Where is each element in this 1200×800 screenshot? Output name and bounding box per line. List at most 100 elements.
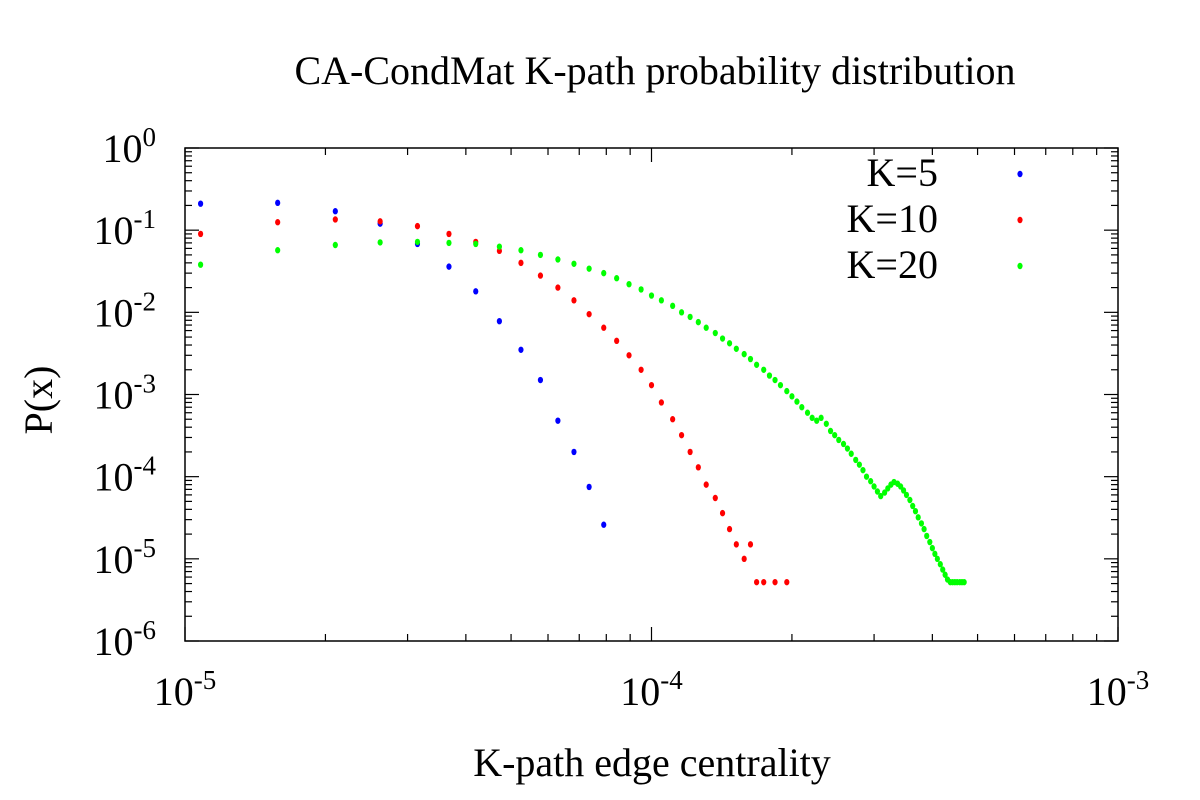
data-point [414,238,421,246]
y-tick-label: 10-1 [94,204,157,253]
data-point [921,525,927,533]
data-point [695,318,701,326]
data-point [638,366,644,373]
data-point [863,473,870,480]
data-point [741,555,747,563]
data-point [275,199,281,207]
data-point [518,247,524,254]
data-point [733,541,739,548]
y-tick-label: 10-5 [94,533,157,582]
data-point [915,514,921,521]
data-point [571,297,577,304]
data-points [197,199,967,586]
data-point [687,313,693,321]
data-point [794,398,800,405]
data-point [446,230,452,238]
data-point [910,502,916,510]
data-point [377,239,383,246]
x-tick-label: 10-3 [1087,665,1150,714]
axis-ticks [184,147,1119,642]
data-point [586,483,592,491]
data-point [614,337,620,345]
y-axis-label: P(x) [16,366,61,435]
data-point [648,381,655,389]
data-point [555,284,561,291]
data-point [332,208,338,215]
data-point [703,481,709,488]
data-point [733,345,739,352]
data-point [719,509,726,517]
data-point [840,440,847,448]
data-point [638,286,644,293]
data-point [848,450,854,457]
y-tick-label: 100 [103,122,157,171]
data-point [537,272,544,279]
data-point [586,310,592,318]
y-tick-label: 10-4 [94,451,157,500]
data-point [586,265,592,272]
legend: K=5K=10K=20 [847,150,1023,287]
data-point [814,417,820,424]
data-point [907,496,913,504]
data-point [929,544,935,552]
data-point [874,488,881,495]
data-point [678,431,685,439]
data-point [518,346,524,353]
data-point [799,404,805,411]
x-tick-label: 10-4 [620,665,683,714]
x-tick-label: 10-5 [154,665,217,714]
chart-title: CA-CondMat K-path probability distributi… [294,48,1015,93]
data-point [626,352,632,359]
series-K=20 [197,238,967,586]
data-point [761,366,767,373]
data-point [571,448,577,456]
data-point [601,521,607,528]
data-point [924,532,930,540]
data-point [719,335,726,342]
data-point [856,461,862,468]
legend-marker [1017,216,1023,224]
data-point [942,571,948,578]
data-point [695,464,701,471]
data-point [832,431,838,439]
data-point [703,324,709,331]
data-point [844,445,851,452]
data-point [377,218,383,225]
data-point [784,578,790,586]
data-point [678,309,685,316]
data-point [726,525,733,533]
data-point [275,247,281,254]
data-point [836,436,842,444]
data-point [197,230,204,238]
y-tick-label: 10-6 [94,615,157,664]
data-point [332,241,338,249]
y-tick-label: 10-3 [94,369,157,418]
data-point [332,216,338,223]
data-point [882,489,888,496]
data-point [275,219,281,226]
data-point [473,288,479,295]
data-point [658,399,664,406]
data-point [818,414,824,422]
data-point [823,420,829,427]
data-point [496,317,502,325]
data-point [626,280,632,288]
legend-marker [1017,170,1023,178]
data-point [446,263,452,270]
data-point [761,578,767,586]
data-point [197,261,204,268]
data-point [747,541,754,548]
data-point [687,448,693,456]
data-point [789,393,795,400]
legend-label: K=5 [867,150,938,195]
data-point [414,222,421,230]
legend-label: K=10 [847,196,938,241]
data-point [747,355,754,363]
data-point [571,260,577,267]
data-point [670,416,676,423]
data-point [741,350,747,358]
data-point [658,297,664,304]
data-point [937,561,943,568]
data-point [197,200,204,207]
